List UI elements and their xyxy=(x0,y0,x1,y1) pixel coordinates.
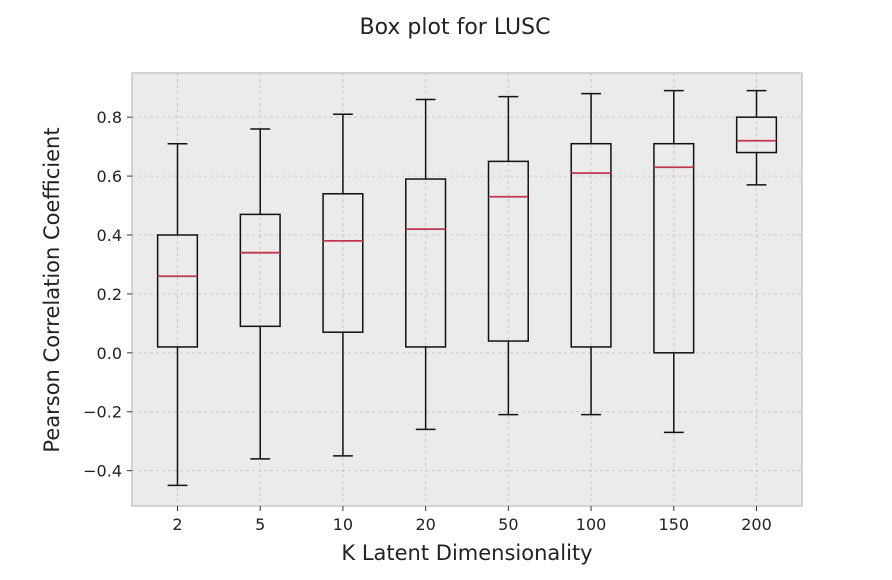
x-tick-label: 2 xyxy=(172,515,182,534)
y-tick-label: 0.6 xyxy=(97,167,122,186)
box-series xyxy=(156,89,778,487)
box-2 xyxy=(156,142,199,487)
x-tick-label: 10 xyxy=(333,515,353,534)
plot-frame xyxy=(131,72,803,507)
box-body xyxy=(322,193,364,333)
box-5 xyxy=(239,128,281,460)
box-body xyxy=(735,116,778,154)
box-200 xyxy=(735,89,778,186)
box-100 xyxy=(570,92,612,416)
box-20 xyxy=(405,98,447,431)
box-50 xyxy=(487,95,529,416)
plot-area xyxy=(132,73,802,506)
x-tick-label: 150 xyxy=(659,515,690,534)
x-axis-ticks: 2 5 10 20 50 100 150 200 xyxy=(172,506,772,534)
chart-title: Box plot for LUSC xyxy=(360,15,551,40)
y-tick-label: 0.4 xyxy=(97,226,122,245)
x-tick-label: 50 xyxy=(498,515,518,534)
y-tick-label: 0.2 xyxy=(97,285,122,304)
box-body xyxy=(487,160,529,342)
box-10 xyxy=(322,113,364,457)
box-body xyxy=(405,178,447,348)
x-tick-label: 200 xyxy=(741,515,772,534)
y-tick-label: −0.4 xyxy=(83,462,122,481)
box-150 xyxy=(653,89,695,434)
x-tick-label: 100 xyxy=(576,515,607,534)
y-axis-ticks: −0.4 −0.2 0.0 0.2 0.4 0.6 0.8 xyxy=(83,108,132,481)
box-body xyxy=(570,142,612,348)
x-tick-label: 5 xyxy=(255,515,265,534)
box-body xyxy=(156,234,199,348)
x-tick-label: 20 xyxy=(415,515,435,534)
y-tick-label: 0.0 xyxy=(97,344,122,363)
box-body xyxy=(653,142,695,354)
box-body xyxy=(239,213,281,328)
x-axis-label: K Latent Dimensionality xyxy=(341,541,592,565)
y-tick-label: −0.2 xyxy=(83,403,122,422)
y-axis-label: Pearson Correlation Coefficient xyxy=(40,127,64,452)
y-tick-label: 0.8 xyxy=(97,108,122,127)
